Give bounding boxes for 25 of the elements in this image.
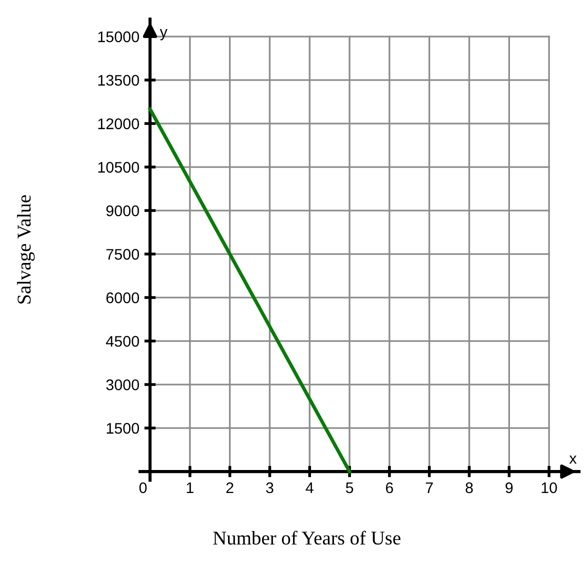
annotation: y [160, 29, 168, 40]
y-tick-label: 6000 [106, 292, 140, 304]
y-tick-label: 7500 [106, 248, 140, 260]
x-tick-label: 7 [426, 482, 433, 494]
x-tick-label: 5 [346, 482, 354, 494]
annotation: x [569, 456, 577, 464]
y-tick-label: 10500 [98, 162, 140, 173]
x-tick-label: 6 [386, 482, 394, 494]
y-axis-title: Salvage Value [17, 195, 35, 304]
x-tick-label: 8 [466, 482, 473, 494]
x-tick-label: 2 [226, 482, 234, 494]
y-tick-label: 9000 [106, 205, 140, 216]
x-tick-label: 1 [186, 482, 194, 494]
x-tick-label: 0 [139, 482, 147, 494]
x-tick-label: 10 [542, 482, 557, 494]
y-tick-label: 12000 [98, 118, 140, 130]
x-axis-title: Number of Years of Use [213, 530, 400, 545]
y-tick-label: 3000 [106, 379, 140, 390]
y-tick-label: 15000 [98, 31, 140, 42]
y-tick-label: 13500 [98, 74, 140, 86]
x-tick-label: 3 [266, 482, 274, 494]
x-tick-label: 4 [306, 482, 314, 494]
y-tick-label: 1500 [106, 422, 140, 434]
y-tick-label: 4500 [106, 336, 140, 347]
x-tick-label: 9 [506, 482, 513, 494]
